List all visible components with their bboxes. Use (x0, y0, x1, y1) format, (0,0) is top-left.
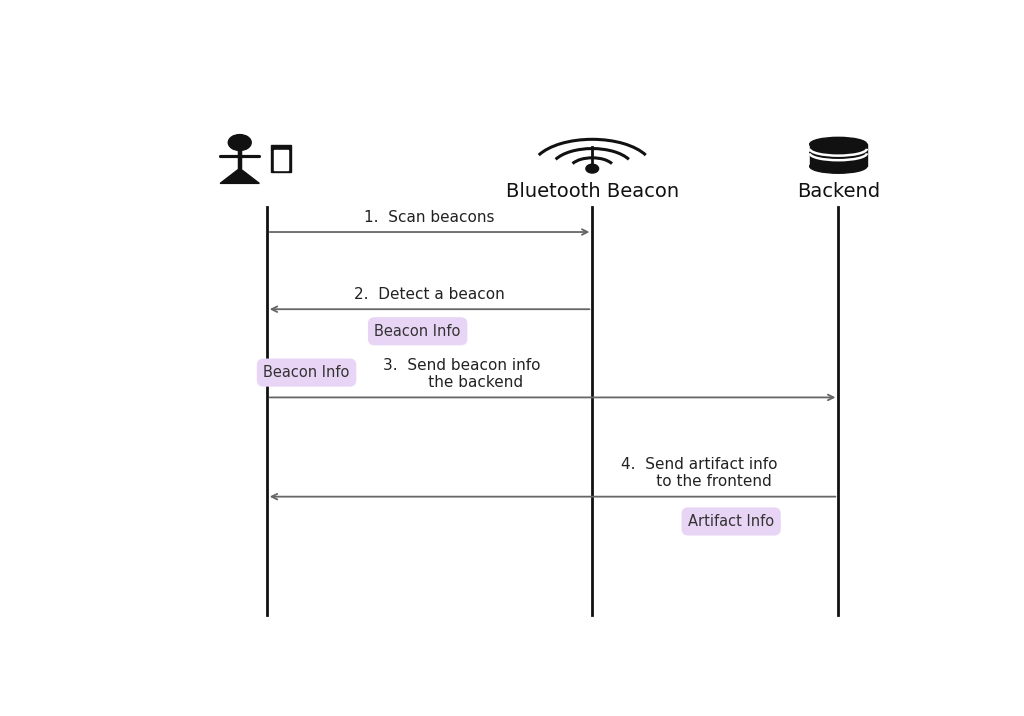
Ellipse shape (810, 137, 867, 151)
Text: Beacon Info: Beacon Info (375, 324, 461, 339)
Text: 4.  Send artifact info
      to the frontend: 4. Send artifact info to the frontend (622, 457, 777, 490)
Text: 3.  Send beacon info
      the backend: 3. Send beacon info the backend (383, 358, 540, 390)
Text: Beacon Info: Beacon Info (263, 365, 350, 380)
Ellipse shape (810, 147, 867, 160)
Ellipse shape (810, 160, 867, 173)
Text: Artifact Info: Artifact Info (688, 514, 774, 529)
Text: 2.  Detect a beacon: 2. Detect a beacon (354, 287, 505, 302)
Text: 1.  Scan beacons: 1. Scan beacons (365, 210, 495, 225)
Text: Bluetooth Beacon: Bluetooth Beacon (506, 183, 679, 201)
Polygon shape (220, 168, 259, 183)
Circle shape (586, 164, 599, 173)
Circle shape (228, 135, 251, 150)
Text: Backend: Backend (797, 183, 880, 201)
Bar (274, 150, 288, 170)
Bar (271, 145, 291, 172)
Bar (810, 144, 867, 166)
